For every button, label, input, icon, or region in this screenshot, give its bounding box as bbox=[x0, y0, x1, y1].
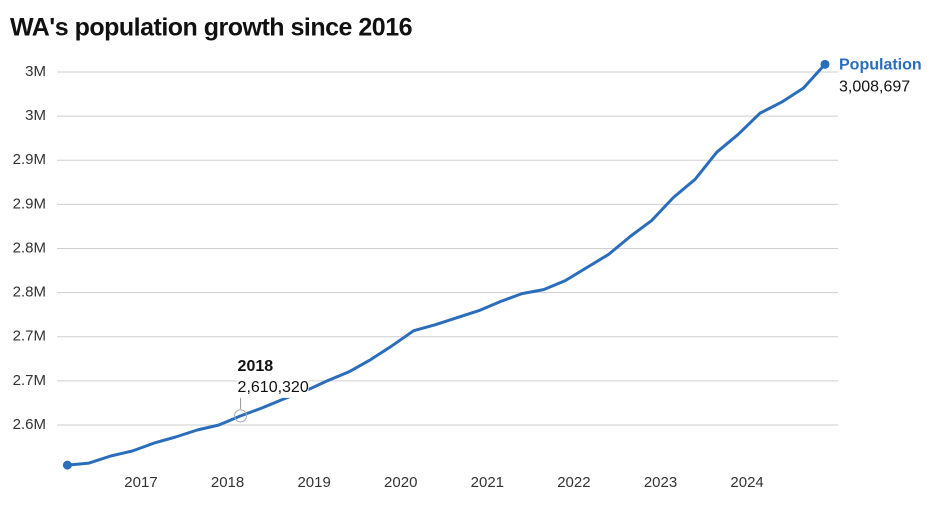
series-line bbox=[67, 63, 827, 467]
y-tick-label: 2.8M bbox=[13, 284, 46, 301]
x-tick-label: 2018 bbox=[211, 474, 244, 491]
y-tick-label: 2.6M bbox=[13, 416, 46, 433]
y-tick-label: 2.9M bbox=[13, 151, 46, 168]
x-tick-label: 2020 bbox=[384, 474, 417, 491]
y-tick-label: 3M bbox=[25, 107, 46, 124]
x-tick-label: 2022 bbox=[557, 474, 590, 491]
end-dot bbox=[820, 59, 830, 69]
data-label: 3,008,697 bbox=[839, 79, 910, 96]
x-tick-label: 2017 bbox=[124, 474, 157, 491]
label-bg bbox=[236, 377, 309, 398]
legend-label: Population bbox=[839, 57, 922, 74]
y-tick-label: 2.8M bbox=[13, 239, 46, 256]
y-tick-label: 2.7M bbox=[13, 328, 46, 345]
y-tick-label: 3M bbox=[25, 63, 46, 80]
end-dot bbox=[62, 460, 72, 470]
annotation-marker bbox=[234, 409, 248, 423]
y-tick-label: 2.7M bbox=[13, 372, 46, 389]
x-tick-label: 2023 bbox=[644, 474, 677, 491]
x-tick-label: 2024 bbox=[730, 474, 763, 491]
y-tick-label: 2.9M bbox=[13, 195, 46, 212]
x-tick-label: 2021 bbox=[471, 474, 504, 491]
data-label: 2,610,320 bbox=[238, 379, 309, 396]
x-tick-label: 2019 bbox=[297, 474, 330, 491]
annotation-title: 2018 bbox=[238, 358, 274, 375]
chart-title: WA's population growth since 2016 bbox=[10, 14, 412, 42]
